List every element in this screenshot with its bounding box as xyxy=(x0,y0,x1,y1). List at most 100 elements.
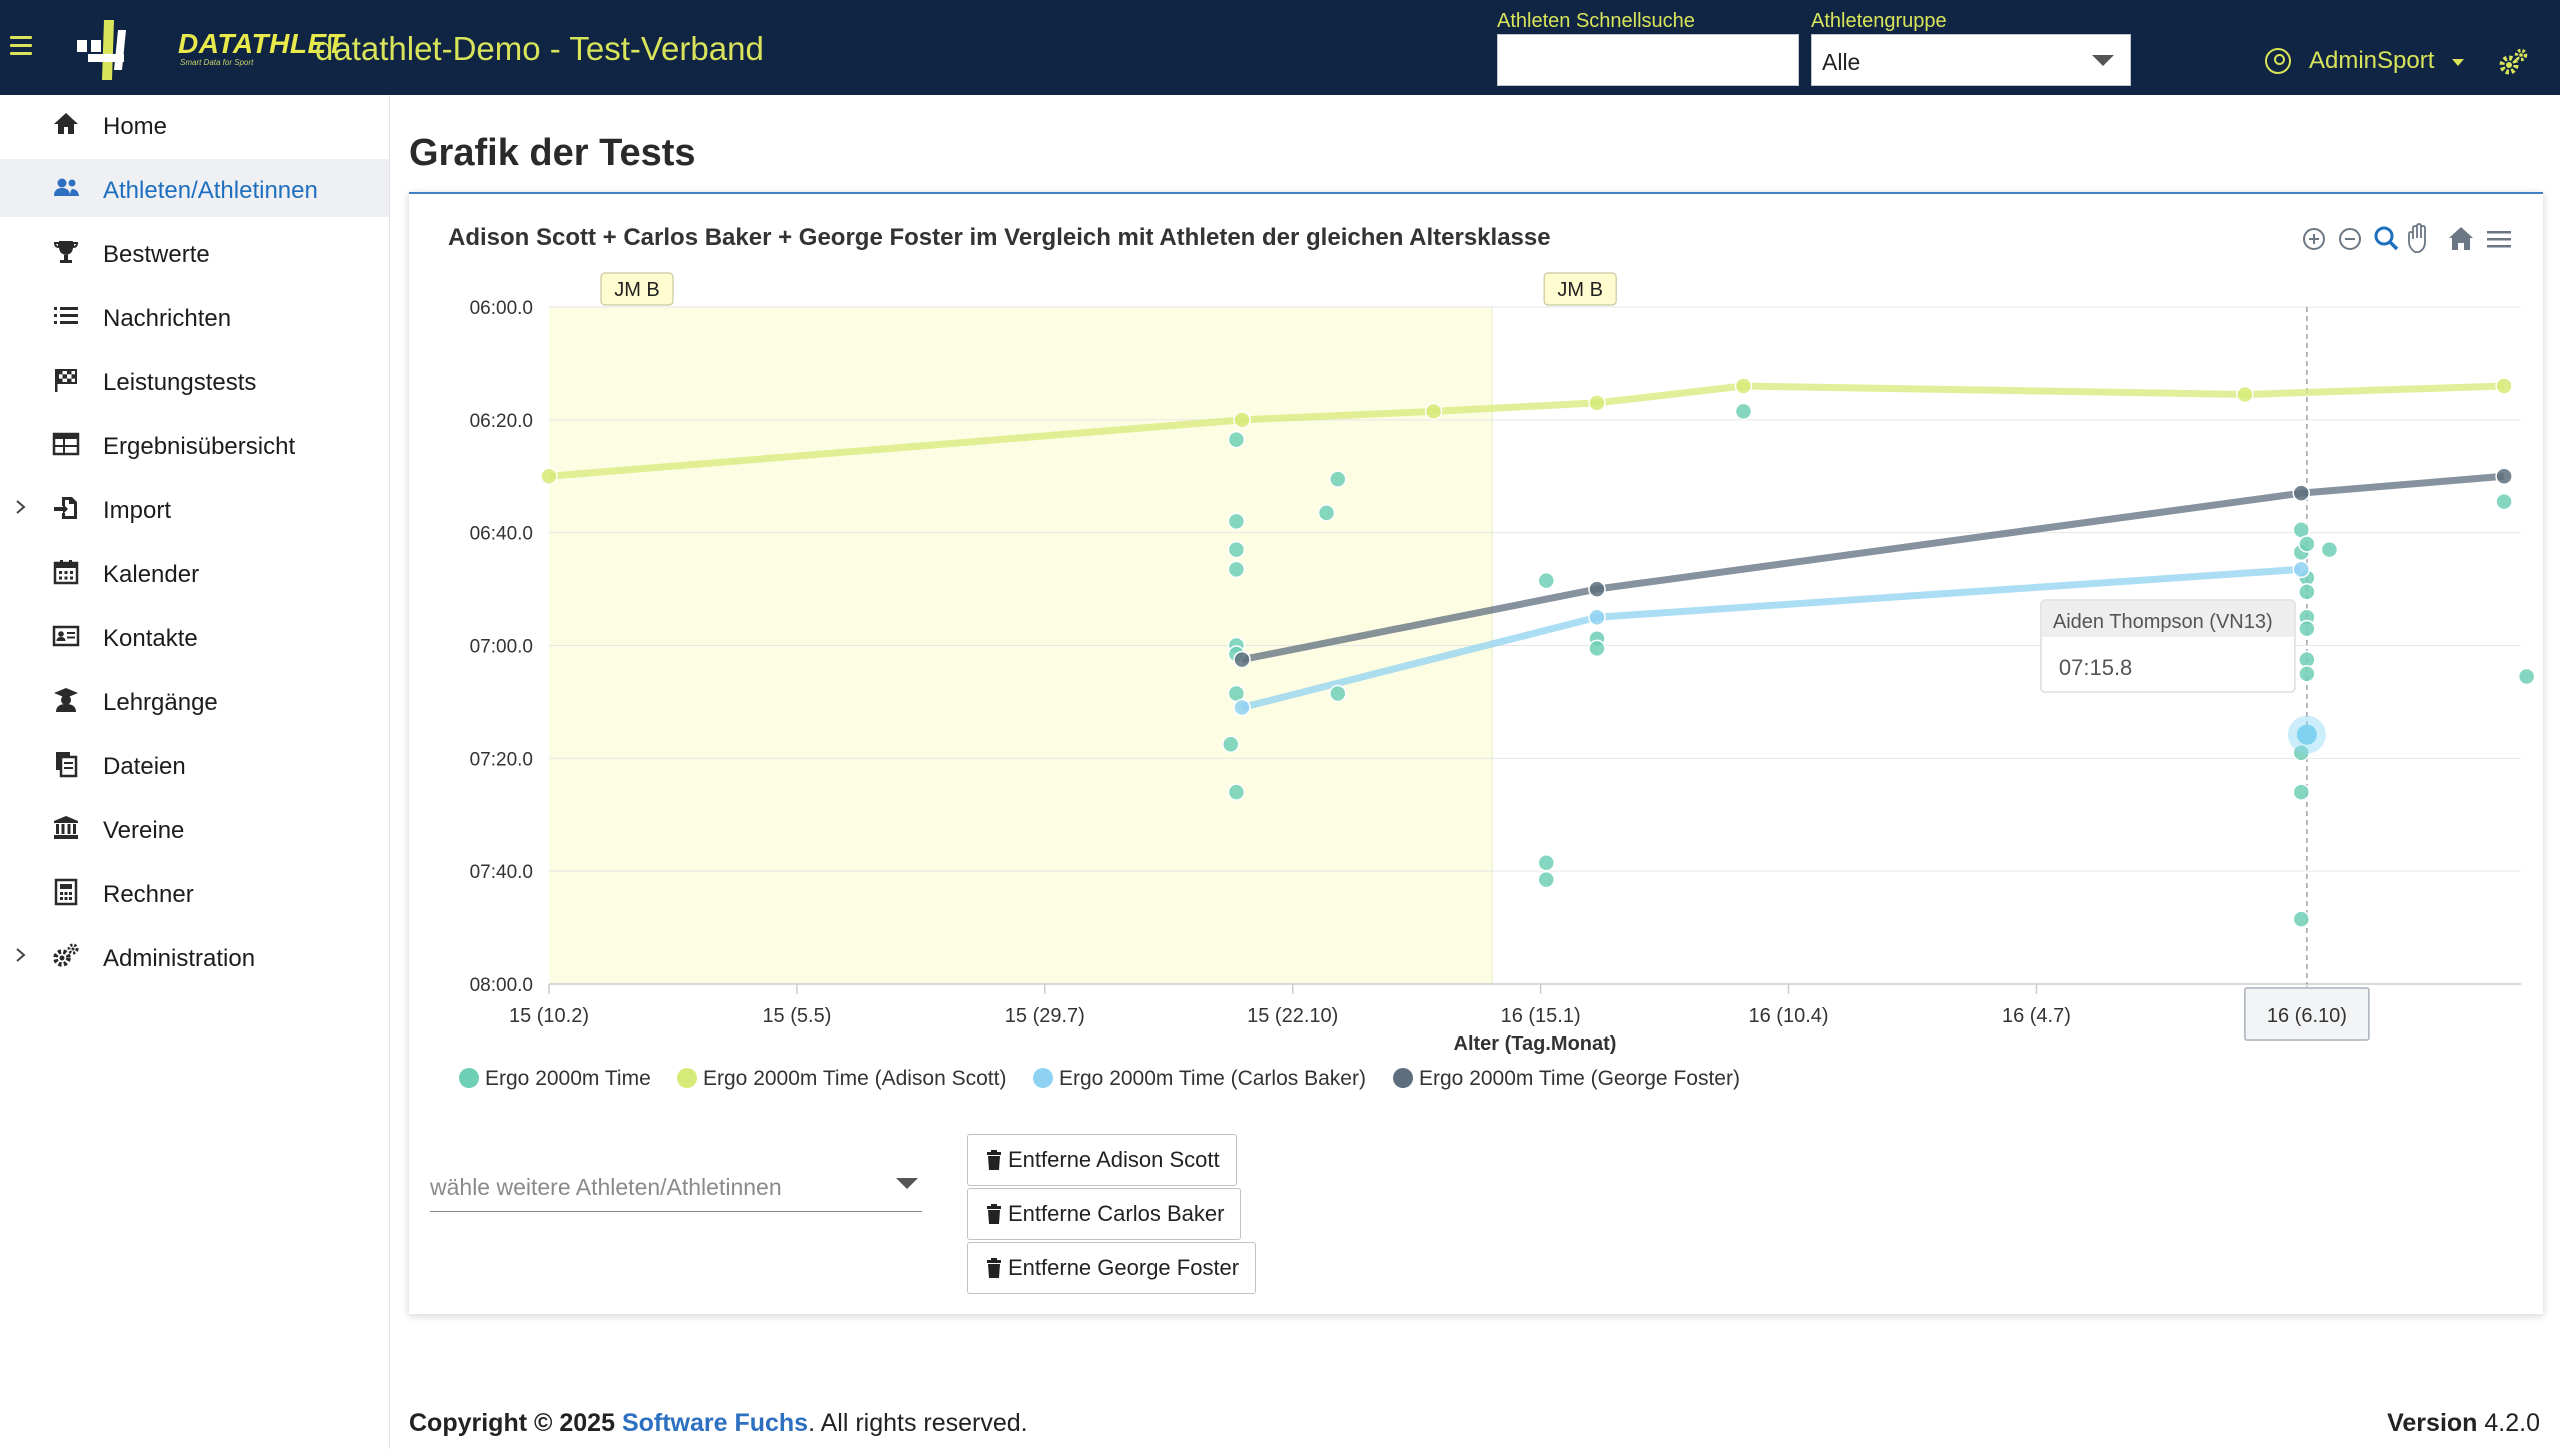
data-point[interactable] xyxy=(1329,684,1347,703)
data-point[interactable] xyxy=(1233,411,1251,429)
sidebar-item-vereine[interactable]: Vereine xyxy=(0,799,389,857)
sidebar-item-rechner[interactable]: Rechner xyxy=(0,863,389,921)
sidebar-item-label: Vereine xyxy=(103,817,185,844)
company-link[interactable]: Software Fuchs xyxy=(621,1409,809,1437)
band-label-box xyxy=(1543,272,1617,306)
hovered-point[interactable] xyxy=(2296,724,2317,745)
legend-item-george-foster[interactable]: Ergo 2000m Time (George Foster) xyxy=(1393,1067,1740,1091)
athlete-add-placeholder: wähle weitere Athleten/Athletinnen xyxy=(430,1174,782,1200)
chevron-down-icon xyxy=(896,1178,918,1189)
sidebar-item-label: Nachrichten xyxy=(103,305,232,332)
chart-plot[interactable]: 06:00.0 06:20.0 06:40.0 07:00.0 07:20.0 07:40… xyxy=(409,194,2543,1054)
data-point[interactable] xyxy=(2495,467,2513,485)
legend-item-carlos-baker[interactable]: Ergo 2000m Time (Carlos Baker) xyxy=(1033,1067,1366,1091)
data-point[interactable] xyxy=(1233,698,1251,717)
x-tick-label: 16 (4.7) xyxy=(2002,1005,2071,1027)
data-point[interactable] xyxy=(1227,560,1246,579)
data-point[interactable] xyxy=(2495,377,2513,395)
trash-icon xyxy=(987,1150,1001,1170)
sidebar-item-lehrgaenge[interactable]: Lehrgänge xyxy=(0,671,389,729)
data-point[interactable] xyxy=(1588,608,1606,627)
reset-home-icon[interactable] xyxy=(2449,227,2473,250)
file-import-icon xyxy=(54,497,77,519)
sidebar-item-athleten[interactable]: Athleten/Athletinnen xyxy=(0,159,389,217)
data-point[interactable] xyxy=(2292,484,2311,502)
remove-george-foster-button[interactable]: Entferne George Foster xyxy=(967,1242,1257,1294)
sidebar-item-bestwerte[interactable]: Bestwerte xyxy=(0,223,389,281)
remove-adison-scott-button[interactable]: Entferne Adison Scott xyxy=(967,1134,1237,1186)
zoom-out-icon[interactable] xyxy=(2339,228,2361,250)
data-point[interactable] xyxy=(1221,735,1240,753)
list-icon xyxy=(54,307,78,324)
selection-zoom-icon[interactable] xyxy=(2374,226,2399,251)
sidebar-item-home[interactable]: Home xyxy=(0,95,389,153)
data-point[interactable] xyxy=(2292,743,2311,762)
sidebar-item-import[interactable]: Import xyxy=(0,479,389,537)
athlete-add-select[interactable]: wähle weitere Athleten/Athletinnen xyxy=(430,1162,922,1212)
cogs-icon[interactable] xyxy=(2498,48,2528,78)
trophy-icon xyxy=(53,241,79,263)
band-label: JM B xyxy=(614,279,660,301)
sidebar-item-ergebnisuebersicht[interactable]: Ergebnisübersicht xyxy=(0,415,389,473)
data-point[interactable] xyxy=(2298,619,2316,638)
address-card-icon xyxy=(52,625,80,647)
data-point[interactable] xyxy=(2298,664,2316,683)
remove-button-label: Entferne George Foster xyxy=(1008,1255,1240,1280)
sidebar-item-kontakte[interactable]: Kontakte xyxy=(0,607,389,665)
sidebar-item-kalender[interactable]: Kalender xyxy=(0,543,389,601)
data-point[interactable] xyxy=(2495,492,2513,511)
graduation-icon xyxy=(54,688,78,712)
data-point[interactable] xyxy=(1233,650,1251,669)
institution-icon xyxy=(54,816,78,839)
tooltip-title: Aiden Thompson (VN13) xyxy=(2053,611,2273,633)
x-tick-label: 15 (5.5) xyxy=(762,1005,831,1027)
data-point[interactable] xyxy=(2517,667,2536,686)
data-point[interactable] xyxy=(2298,583,2316,601)
data-point[interactable] xyxy=(1227,783,1246,801)
sidebar-item-administration[interactable]: Administration xyxy=(0,927,389,985)
version-value: 4.2.0 xyxy=(2484,1409,2540,1437)
sidebar-item-nachrichten[interactable]: Nachrichten xyxy=(0,287,389,345)
chevron-right-icon[interactable] xyxy=(14,499,28,515)
sidebar-item-dateien[interactable]: Dateien xyxy=(0,735,389,793)
sidebar-item-leistungstests[interactable]: Leistungstests xyxy=(0,351,389,409)
remove-carlos-baker-button[interactable]: Entferne Carlos Baker xyxy=(967,1188,1242,1240)
quick-search-input[interactable] xyxy=(1497,34,1799,86)
x-tick-label: 15 (10.2) xyxy=(509,1005,589,1027)
data-point[interactable] xyxy=(1317,504,1336,522)
data-point[interactable] xyxy=(2292,560,2311,579)
data-point[interactable] xyxy=(1537,853,1556,872)
data-point[interactable] xyxy=(1227,512,1246,531)
data-point[interactable] xyxy=(2236,385,2254,404)
datathlet-logo[interactable] xyxy=(74,18,274,82)
chevron-right-icon[interactable] xyxy=(14,947,28,963)
data-point[interactable] xyxy=(1734,402,1753,421)
legend-item-adison-scott[interactable]: Ergo 2000m Time (Adison Scott) xyxy=(677,1067,1006,1091)
data-point[interactable] xyxy=(1588,394,1606,412)
athlete-group-select[interactable]: Alle xyxy=(1811,34,2131,86)
data-point[interactable] xyxy=(1424,402,1443,421)
data-point[interactable] xyxy=(540,467,558,485)
data-point[interactable] xyxy=(1588,639,1606,658)
data-point[interactable] xyxy=(1329,470,1347,488)
legend-item-ergo[interactable]: Ergo 2000m Time xyxy=(459,1067,651,1091)
data-point[interactable] xyxy=(2292,783,2311,801)
data-point[interactable] xyxy=(2298,535,2316,553)
user-circle-icon xyxy=(2265,48,2291,74)
data-point[interactable] xyxy=(1537,870,1556,889)
pan-hand-icon[interactable] xyxy=(2408,223,2426,253)
data-point[interactable] xyxy=(1588,580,1606,598)
menu-icon[interactable] xyxy=(2487,231,2511,248)
data-point[interactable] xyxy=(1734,377,1753,395)
zoom-in-icon[interactable] xyxy=(2303,228,2325,250)
flag-checkered-icon xyxy=(55,369,77,392)
data-point[interactable] xyxy=(1227,430,1246,449)
data-point[interactable] xyxy=(1227,540,1246,559)
data-point[interactable] xyxy=(2320,540,2339,559)
sidebar-item-label: Bestwerte xyxy=(103,241,210,268)
data-point[interactable] xyxy=(2292,910,2311,928)
x-tick-label: 16 (15.1) xyxy=(1501,1005,1581,1027)
data-point[interactable] xyxy=(1537,571,1556,590)
sidebar-item-label: Ergebnisübersicht xyxy=(103,433,296,460)
hamburger-menu-icon[interactable] xyxy=(10,36,32,56)
